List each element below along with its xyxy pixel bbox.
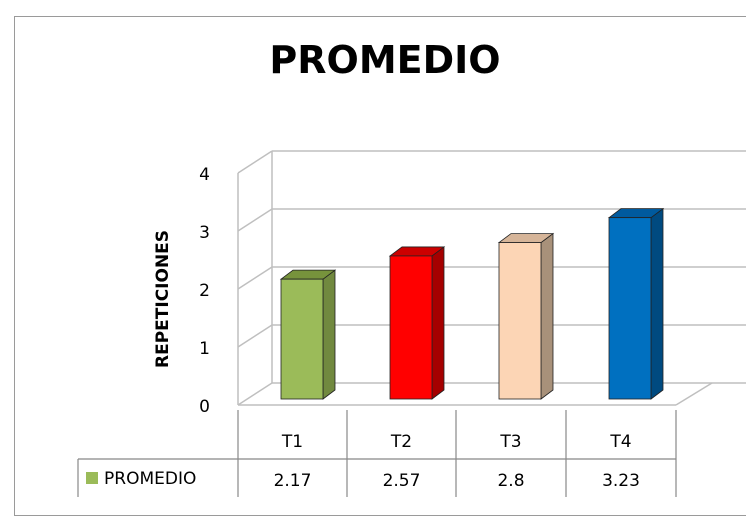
gridline-diagonal — [237, 266, 273, 290]
y-axis-ticks: 0 1 2 3 4 — [199, 165, 210, 417]
bar-side — [322, 269, 336, 400]
data-label: 2.57 — [383, 471, 421, 491]
legend-label: PROMEDIO — [104, 469, 196, 489]
y-tick-label: 0 — [199, 397, 210, 417]
bar-front — [608, 217, 652, 400]
bars — [279, 207, 665, 400]
y-tick-label: 4 — [199, 165, 210, 185]
y-axis-label: REPETICIONES — [153, 230, 173, 368]
bar-side — [650, 207, 664, 400]
floor-right-edge — [675, 382, 713, 406]
bar-t3 — [497, 232, 555, 400]
bar-t1 — [279, 269, 337, 400]
bar-front — [389, 255, 433, 400]
y-tick-label: 3 — [199, 223, 210, 243]
chart-title: PROMEDIO — [269, 38, 501, 82]
x-tick-label: T2 — [390, 432, 412, 452]
x-tick-label: T1 — [281, 432, 303, 452]
bar-front — [498, 242, 542, 400]
bar-t4 — [607, 207, 665, 400]
gridline-diagonal — [237, 324, 273, 348]
bar-front — [280, 278, 324, 400]
bar-side — [540, 232, 554, 400]
legend-swatch — [86, 472, 98, 484]
bar-t2 — [388, 246, 446, 400]
data-label: 2.17 — [274, 471, 312, 491]
x-tick-label: T3 — [499, 432, 521, 452]
data-table: T1 2.17 T2 2.57 T3 2.8 T4 3.23 PROMEDIO — [77, 410, 677, 497]
y-tick-label: 1 — [199, 339, 210, 359]
data-label: 2.8 — [497, 471, 524, 491]
gridline-diagonal — [237, 208, 273, 232]
gridline-diagonal — [237, 150, 273, 174]
data-label: 3.23 — [602, 471, 640, 491]
chart-plot-area: 0 1 2 3 4 REPETICIONES T1 2.17 T2 2.57 T3 2.8 T4 3.… — [77, 150, 746, 497]
gridline-diagonal — [237, 382, 273, 406]
x-tick-label: T4 — [609, 432, 631, 452]
y-tick-label: 2 — [199, 281, 210, 301]
bar-side — [431, 246, 445, 400]
